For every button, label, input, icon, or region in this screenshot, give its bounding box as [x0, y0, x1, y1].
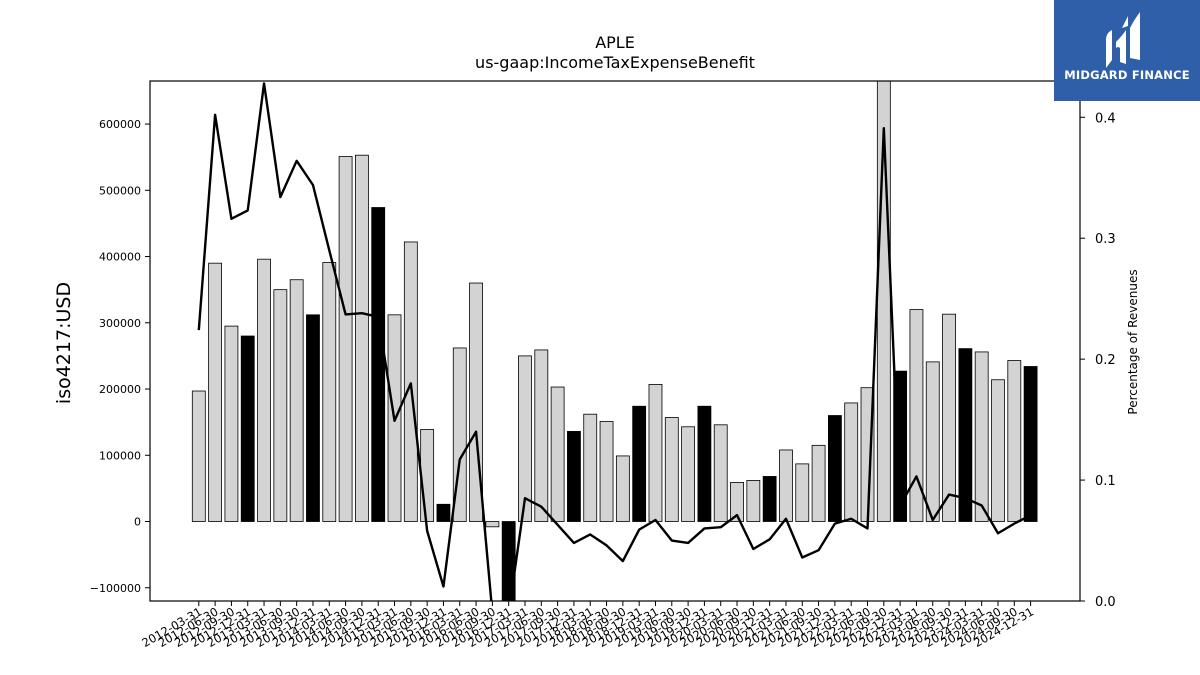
bar — [681, 426, 695, 522]
bar — [632, 405, 647, 522]
percentage-line — [197, 82, 1032, 601]
line-layer — [197, 82, 1032, 601]
y-tick-label: 500000 — [99, 184, 141, 197]
y2-tick-label: 0.3 — [1095, 232, 1116, 247]
bar — [795, 463, 810, 522]
bar — [240, 335, 255, 522]
bar — [273, 289, 288, 522]
plot-frame — [149, 80, 1081, 602]
logo-mark-icon — [1106, 12, 1140, 68]
bar — [289, 279, 304, 522]
bar — [974, 351, 989, 522]
bar — [191, 390, 206, 522]
bar — [746, 480, 761, 522]
bar — [909, 309, 924, 522]
bar — [338, 156, 353, 522]
y-tick-label: −100000 — [90, 582, 141, 595]
bar — [697, 405, 712, 522]
bar — [615, 455, 630, 522]
bar — [224, 325, 239, 522]
bars-layer — [191, 81, 1038, 601]
bar — [371, 207, 386, 522]
y-tick-label: 0 — [134, 516, 141, 529]
bar — [713, 424, 728, 522]
bar — [1007, 360, 1022, 522]
bar — [925, 361, 940, 522]
bar — [583, 413, 598, 522]
logo-text: MIDGARD FINANCE — [1064, 68, 1190, 82]
bar — [648, 383, 663, 522]
bar — [762, 476, 777, 522]
chart-subtitle: us-gaap:IncomeTaxExpenseBenefit — [475, 53, 755, 72]
bar — [599, 421, 614, 522]
bar — [779, 449, 793, 522]
bar — [664, 417, 679, 522]
bar — [534, 349, 549, 522]
bar — [403, 241, 418, 522]
brand-logo: MIDGARD FINANCE — [1054, 0, 1200, 101]
bar — [567, 431, 581, 522]
bar — [306, 314, 320, 522]
bar — [958, 348, 973, 522]
bar — [420, 429, 435, 522]
bar — [991, 379, 1005, 522]
chart-title: APLE — [595, 33, 635, 52]
bar — [257, 258, 271, 522]
bar — [844, 402, 859, 522]
bar — [322, 262, 337, 522]
y2-tick-label: 0.1 — [1095, 474, 1116, 489]
y2-tick-label: 0.0 — [1095, 595, 1116, 610]
y-axis-label: iso4217:USD — [53, 282, 75, 404]
axes-layer: −100000 0 100000 200000 300000 400000 500000 60… — [90, 80, 1116, 650]
bar — [942, 313, 956, 522]
bar — [354, 154, 369, 522]
bar — [827, 415, 842, 522]
bar — [730, 482, 744, 522]
bar — [1023, 366, 1038, 522]
y-tick-label: 400000 — [99, 251, 141, 264]
y-tick-label: 200000 — [99, 383, 141, 396]
bar — [811, 444, 826, 522]
y-tick-label: 300000 — [99, 317, 141, 330]
bar — [485, 521, 500, 528]
bar — [550, 386, 565, 522]
bar — [208, 262, 223, 522]
y-tick-label: 600000 — [99, 118, 141, 131]
bar — [436, 503, 451, 522]
y-tick-label: 100000 — [99, 449, 141, 462]
y2-tick-label: 0.4 — [1095, 111, 1116, 126]
y2-axis-label: Percentage of Revenues — [1126, 269, 1140, 414]
bar — [518, 355, 532, 522]
y2-tick-label: 0.2 — [1095, 353, 1116, 368]
